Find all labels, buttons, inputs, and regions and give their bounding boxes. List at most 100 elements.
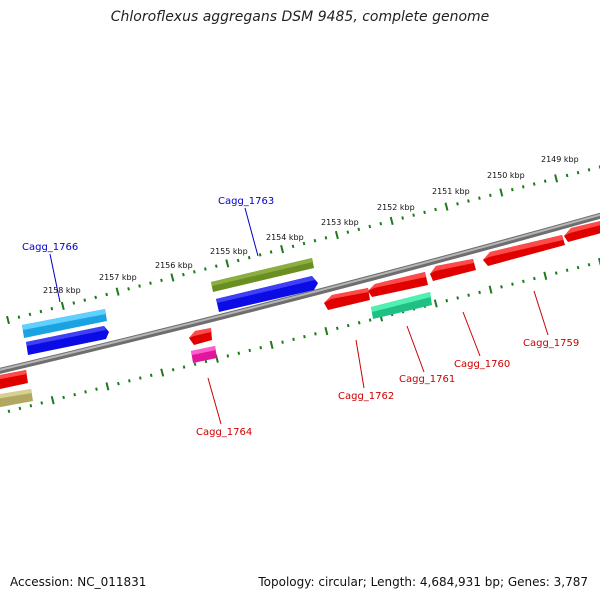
- minor-tick: [313, 238, 317, 243]
- major-tick: [554, 174, 559, 183]
- minor-tick: [522, 279, 525, 284]
- minor-tick: [532, 182, 536, 186]
- minor-tick: [95, 387, 98, 391]
- kbp-label: 2156 kbp: [155, 261, 193, 270]
- major-tick: [225, 259, 230, 268]
- gene-label-cagg-1763[interactable]: Cagg_1763: [218, 196, 274, 207]
- minor-tick: [302, 241, 306, 246]
- reverse-gene-cagg-1761-red[interactable]: [368, 272, 428, 297]
- minor-tick: [478, 290, 481, 295]
- leader-line-cagg-1761: [406, 325, 425, 373]
- minor-tick: [478, 196, 481, 200]
- minor-tick: [40, 401, 44, 405]
- minor-tick: [565, 173, 569, 178]
- minor-tick: [182, 272, 185, 277]
- major-tick: [598, 257, 600, 267]
- minor-tick: [138, 284, 141, 288]
- minor-tick: [456, 202, 459, 206]
- minor-tick: [314, 332, 317, 336]
- minor-tick: [357, 321, 361, 325]
- minor-tick: [171, 368, 175, 372]
- reverse-gene-cagg-1759[interactable]: [483, 235, 565, 266]
- minor-tick: [511, 282, 514, 286]
- minor-tick: [138, 376, 142, 380]
- gene-label-cagg-1761[interactable]: Cagg_1761: [399, 374, 455, 385]
- kbp-label: 2155 kbp: [210, 247, 248, 256]
- reverse-gene-cagg-1762[interactable]: [324, 288, 370, 310]
- minor-tick: [128, 379, 131, 383]
- minor-tick: [368, 318, 372, 322]
- minor-tick: [193, 362, 197, 366]
- major-tick: [499, 188, 504, 197]
- minor-tick: [127, 287, 130, 291]
- kbp-label: 2151 kbp: [432, 187, 470, 196]
- forward-gene-blue-left[interactable]: [26, 326, 109, 355]
- major-tick: [488, 285, 493, 294]
- gene-label-cagg-1764[interactable]: Cagg_1764: [196, 427, 252, 438]
- minor-tick: [292, 337, 295, 342]
- gene-label-cagg-1760[interactable]: Cagg_1760: [454, 359, 510, 370]
- minor-tick: [346, 230, 350, 234]
- minor-tick: [521, 185, 525, 189]
- minor-tick: [576, 170, 580, 175]
- major-tick: [115, 287, 120, 296]
- forward-gene-cagg-1766[interactable]: [22, 309, 107, 338]
- minor-tick: [489, 193, 492, 198]
- minor-tick: [29, 404, 33, 408]
- minor-tick: [193, 270, 196, 274]
- gene-label-cagg-1762[interactable]: Cagg_1762: [338, 391, 394, 402]
- reverse-gene-right-edge[interactable]: [564, 220, 600, 242]
- reverse-gene-cagg-1764-red[interactable]: [189, 328, 212, 345]
- minor-tick: [214, 264, 218, 268]
- minor-tick: [28, 312, 32, 317]
- minor-tick: [182, 365, 186, 369]
- minor-tick: [412, 213, 415, 217]
- minor-tick: [160, 278, 163, 283]
- leader-line-cagg-1759: [533, 290, 549, 336]
- forward-gene-cagg-1763[interactable]: [216, 276, 318, 312]
- major-tick: [389, 216, 394, 225]
- major-tick: [444, 202, 449, 211]
- minor-tick: [204, 359, 208, 364]
- minor-tick: [467, 293, 470, 297]
- minor-tick: [445, 298, 449, 303]
- kbp-label: 2152 kbp: [377, 203, 415, 212]
- reverse-gene-cagg-1764-magenta[interactable]: [191, 346, 217, 363]
- minor-tick: [401, 216, 404, 220]
- kbp-label: 2157 kbp: [99, 273, 137, 282]
- leader-line-cagg-1760: [462, 311, 481, 357]
- minor-tick: [587, 168, 591, 172]
- minor-tick: [510, 187, 514, 192]
- minor-tick: [236, 258, 240, 263]
- reverse-gene-cagg-1760[interactable]: [430, 259, 476, 281]
- reverse-gene-left-edge-khaki[interactable]: [0, 389, 33, 408]
- leader-line-cagg-1763: [244, 207, 259, 257]
- gene-label-cagg-1759[interactable]: Cagg_1759: [523, 338, 579, 349]
- minor-tick: [434, 207, 437, 212]
- reverse-gene-cagg-1761-green[interactable]: [371, 292, 432, 319]
- minor-tick: [73, 392, 76, 397]
- kbp-label: 2154 kbp: [266, 233, 304, 242]
- minor-tick: [368, 224, 372, 229]
- minor-tick: [543, 179, 547, 183]
- minor-tick: [39, 309, 43, 314]
- minor-tick: [576, 265, 580, 270]
- major-tick: [170, 273, 175, 282]
- minor-tick: [237, 351, 241, 355]
- major-tick: [324, 326, 329, 336]
- gene-label-cagg-1766[interactable]: Cagg_1766: [22, 242, 78, 253]
- minor-tick: [335, 326, 339, 331]
- genome-summary-label: Topology: circular; Length: 4,684,931 bp…: [258, 575, 588, 589]
- reverse-gene-left-edge-red[interactable]: [0, 370, 28, 390]
- major-tick: [433, 299, 438, 308]
- minor-tick: [467, 199, 470, 203]
- minor-tick: [247, 255, 251, 260]
- kbp-label: 2158 kbp: [43, 286, 81, 295]
- minor-tick: [258, 253, 262, 257]
- forward-gene-olive[interactable]: [211, 258, 314, 292]
- minor-tick: [269, 250, 273, 254]
- minor-tick: [500, 285, 503, 289]
- major-tick: [280, 245, 285, 254]
